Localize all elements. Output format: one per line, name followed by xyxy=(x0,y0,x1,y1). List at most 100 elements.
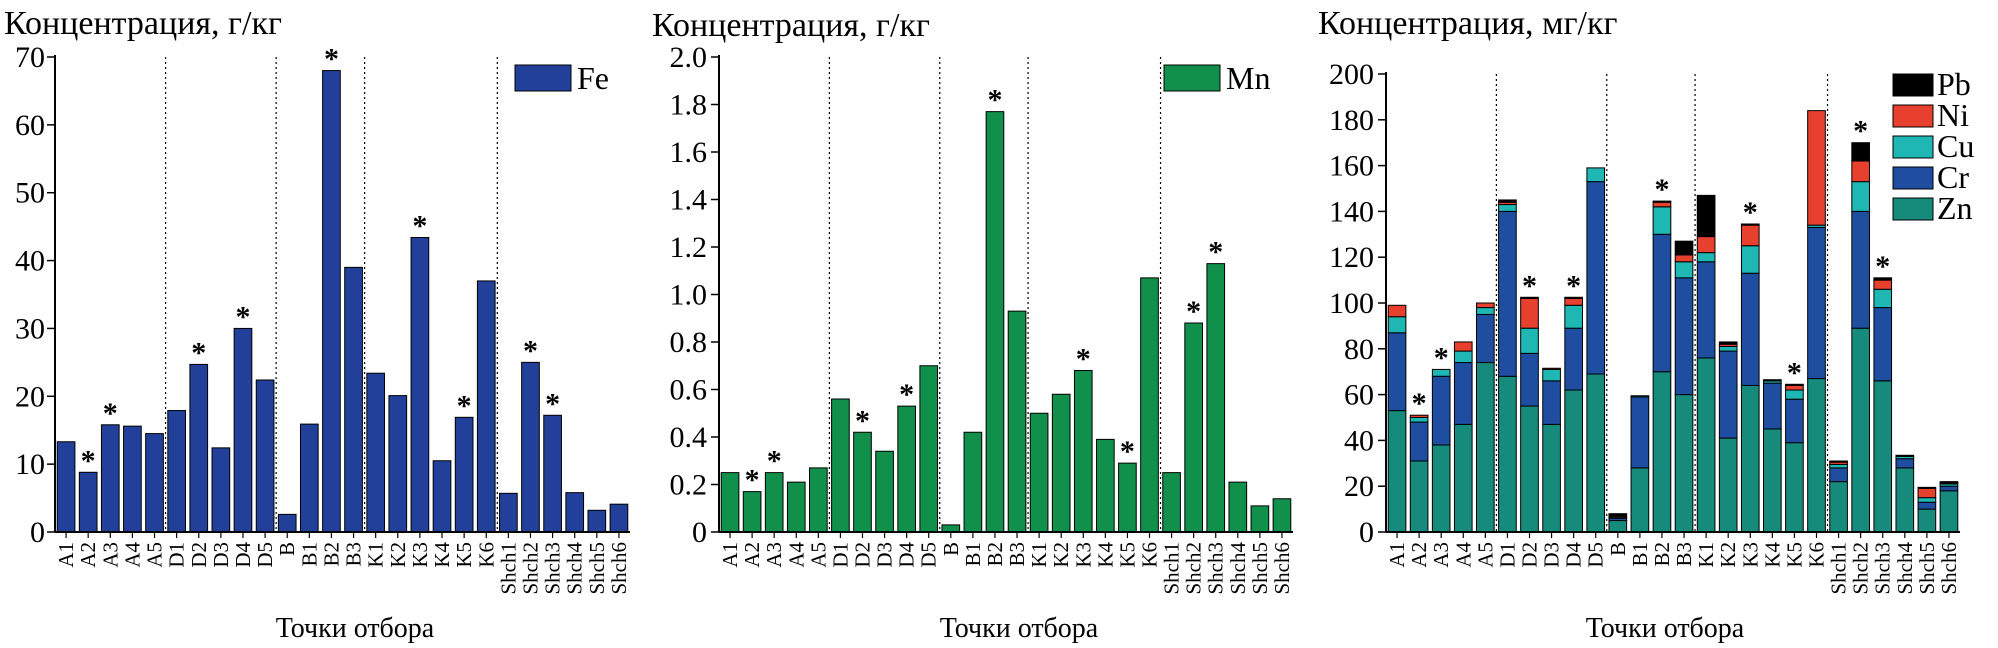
bar-ni-b3 xyxy=(1674,254,1694,263)
x-tick-label-shch2: Shch2 xyxy=(1849,542,1873,595)
bar-cu-k1 xyxy=(1696,252,1716,263)
bar-cr-shch5 xyxy=(1917,501,1937,510)
bar-cr-d2 xyxy=(1520,352,1539,407)
x-tick-label-shch3: Shch3 xyxy=(1871,542,1895,595)
x-tick-label-d4: D4 xyxy=(895,542,919,568)
y-tick-label: 0.4 xyxy=(670,421,708,454)
x-tick-label-a2: A2 xyxy=(1407,542,1431,568)
legend-label-fe: Fe xyxy=(577,60,609,96)
bar-zn-b2 xyxy=(1652,371,1672,533)
bar-cr-shch2 xyxy=(1851,210,1870,329)
bar-fe-b3 xyxy=(344,266,363,533)
bar-zn-k3 xyxy=(1740,384,1760,533)
bar-mn-shch5 xyxy=(1250,505,1270,533)
x-tick-label-k3: K3 xyxy=(408,542,432,568)
x-tick-label-shch1: Shch1 xyxy=(1160,542,1184,595)
bar-zn-d3 xyxy=(1542,423,1561,533)
x-tick-label-k6: K6 xyxy=(474,542,498,568)
y-tick-label: 120 xyxy=(1329,241,1374,274)
legend-swatch-fe xyxy=(514,64,572,92)
x-tick-label-k6: K6 xyxy=(1138,542,1162,568)
bar-cu-d3 xyxy=(1542,368,1561,382)
y-tick-label: 70 xyxy=(15,41,45,74)
x-tick-label-a5: A5 xyxy=(806,542,830,568)
x-tick-label-a3: A3 xyxy=(1429,542,1453,568)
bar-mn-k4 xyxy=(1096,438,1115,533)
bar-zn-a1 xyxy=(1387,410,1407,533)
x-tick-label-a5: A5 xyxy=(143,542,167,568)
bar-cu-a1 xyxy=(1387,316,1407,334)
x-tick-label-a4: A4 xyxy=(1451,542,1475,568)
bar-mn-shch6 xyxy=(1272,498,1292,533)
legend-swatch-pb xyxy=(1892,73,1934,97)
bar-cr-b1 xyxy=(1630,396,1650,469)
bar-fe-k4 xyxy=(432,460,452,533)
bar-fe-d3 xyxy=(211,447,231,533)
bar-cr-a4 xyxy=(1453,362,1473,425)
bar-mn-d2 xyxy=(853,431,872,533)
bar-cu-d5 xyxy=(1586,167,1606,183)
x-tick-label-a3: A3 xyxy=(98,542,122,568)
bar-zn-k2 xyxy=(1718,437,1738,533)
significance-star: * xyxy=(1787,356,1802,389)
legend-label-pb: Pb xyxy=(1937,66,1971,102)
bar-cu-d4 xyxy=(1564,304,1583,329)
x-tick-label-k2: K2 xyxy=(386,542,410,568)
bar-zn-b1 xyxy=(1630,467,1650,533)
bar-zn-a2 xyxy=(1409,460,1429,533)
x-tick-label-d3: D3 xyxy=(1540,542,1564,568)
bar-cr-b3 xyxy=(1674,277,1694,396)
x-tick-label-d4: D4 xyxy=(1562,542,1586,568)
bar-fe-shch3 xyxy=(543,414,562,533)
bar-fe-d2 xyxy=(189,363,209,533)
legend-label-zn: Zn xyxy=(1937,190,1973,226)
bar-pb-d1 xyxy=(1498,199,1517,203)
y-tick-label: 10 xyxy=(15,448,45,481)
legend-label-cr: Cr xyxy=(1937,159,1969,195)
x-tick-label-b1: B1 xyxy=(1628,542,1652,567)
bar-mn-a5 xyxy=(809,467,828,533)
bar-cr-shch6 xyxy=(1939,485,1959,492)
bar-cu-d2 xyxy=(1520,327,1539,354)
bar-mn-k1 xyxy=(1029,412,1049,533)
y-tick-label: 20 xyxy=(1344,470,1374,503)
bar-pb-k4 xyxy=(1763,379,1782,382)
y-tick-label: 80 xyxy=(1344,333,1374,366)
x-tick-label-b3: B3 xyxy=(1672,542,1696,567)
x-tick-label-b2: B2 xyxy=(983,542,1007,567)
bar-ni-a4 xyxy=(1453,341,1473,352)
significance-star: * xyxy=(899,378,914,411)
y-tick-label: 1.2 xyxy=(670,231,708,264)
x-tick-label-k5: K5 xyxy=(452,542,476,568)
bar-mn-a4 xyxy=(786,481,806,533)
bar-fe-k2 xyxy=(388,395,408,533)
bar-cr-a2 xyxy=(1409,421,1429,462)
legend-label-ni: Ni xyxy=(1937,97,1969,133)
x-tick-label-shch3: Shch3 xyxy=(541,542,565,595)
bar-cu-b1 xyxy=(1630,395,1650,398)
bar-cu-k3 xyxy=(1740,245,1760,274)
x-tick-label-a4: A4 xyxy=(784,542,808,568)
significance-star: * xyxy=(1076,343,1091,376)
x-tick-label-d5: D5 xyxy=(1584,542,1608,568)
bar-ni-d3 xyxy=(1542,367,1561,370)
x-tick-label-shch4: Shch4 xyxy=(563,542,587,595)
y-tick-label: 0 xyxy=(692,516,707,549)
bar-ni-shch2 xyxy=(1851,160,1870,183)
x-tick-label-shch4: Shch4 xyxy=(1893,542,1917,595)
bar-zn-d4 xyxy=(1564,389,1583,533)
y-tick-label: 60 xyxy=(1344,379,1374,412)
bar-fe-b1 xyxy=(299,423,319,533)
x-tick-label-k4: K4 xyxy=(430,542,454,568)
bar-pb-k5 xyxy=(1785,383,1804,386)
bar-zn-k4 xyxy=(1763,428,1782,533)
bar-fe-d4 xyxy=(233,327,253,533)
bar-pb-shch1 xyxy=(1829,460,1848,463)
x-tick-label-b1: B1 xyxy=(961,542,985,567)
bar-cu-b3 xyxy=(1674,261,1694,279)
x-tick-label-d2: D2 xyxy=(851,542,875,568)
x-tick-label-a5: A5 xyxy=(1473,542,1497,568)
bar-cu-a4 xyxy=(1453,350,1473,364)
bar-pb-shch4 xyxy=(1895,454,1915,457)
